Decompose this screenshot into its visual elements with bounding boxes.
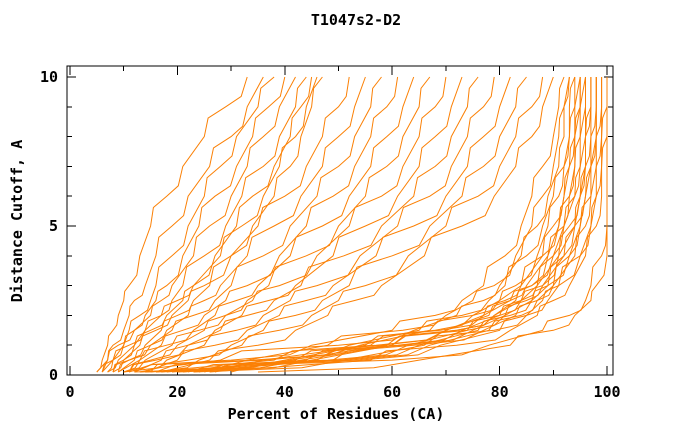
curve-series-group <box>96 76 608 373</box>
model-curve <box>145 77 592 373</box>
model-curve <box>128 76 479 373</box>
model-curve <box>96 76 296 373</box>
x-tick-label: 20 <box>168 383 186 401</box>
model-curve <box>112 76 382 373</box>
model-curve <box>112 76 307 373</box>
model-curve <box>161 76 554 373</box>
model-curve <box>139 77 576 373</box>
model-curve <box>101 76 275 373</box>
tick-labels-group: 0 20 40 60 80 100 0 5 10 <box>40 68 621 401</box>
x-tick-label: 40 <box>276 383 294 401</box>
chart-title: T1047s2-D2 <box>311 11 401 29</box>
model-curve <box>204 77 597 373</box>
model-curve <box>177 77 581 373</box>
model-curve <box>150 76 586 373</box>
model-curve <box>107 76 313 373</box>
model-curve <box>107 76 286 373</box>
x-tick-label: 80 <box>491 383 509 401</box>
model-curve <box>150 76 527 373</box>
y-tick-label: 5 <box>49 217 58 235</box>
model-curve <box>123 76 570 373</box>
model-curve <box>145 76 570 373</box>
model-curve <box>193 77 608 373</box>
y-tick-label: 10 <box>40 68 58 86</box>
model-curve <box>257 77 608 373</box>
axis-ticks <box>67 66 613 376</box>
model-curve <box>139 76 495 373</box>
model-curve <box>123 76 447 373</box>
model-curve <box>134 76 463 373</box>
model-curve <box>123 76 399 373</box>
model-curve <box>101 76 318 373</box>
x-axis-label: Percent of Residues (CA) <box>228 405 445 423</box>
model-curve <box>155 77 597 373</box>
model-curve <box>187 77 586 373</box>
model-curve <box>134 76 565 373</box>
model-curve <box>161 77 592 373</box>
model-curve <box>118 76 366 373</box>
x-tick-label: 100 <box>593 383 620 401</box>
model-curve <box>171 77 597 373</box>
x-tick-label: 60 <box>383 383 401 401</box>
y-tick-label: 0 <box>49 366 58 384</box>
plot-frame <box>66 65 614 376</box>
model-curve <box>112 76 350 373</box>
model-curve <box>96 76 248 373</box>
model-curve <box>209 77 608 373</box>
y-axis-label: Distance Cutoff, A <box>8 140 26 303</box>
model-curve <box>214 77 603 373</box>
x-tick-label: 0 <box>65 383 74 401</box>
plot-border <box>66 65 614 376</box>
model-curve <box>182 77 603 373</box>
model-curve <box>101 76 264 373</box>
model-curve <box>145 76 511 373</box>
